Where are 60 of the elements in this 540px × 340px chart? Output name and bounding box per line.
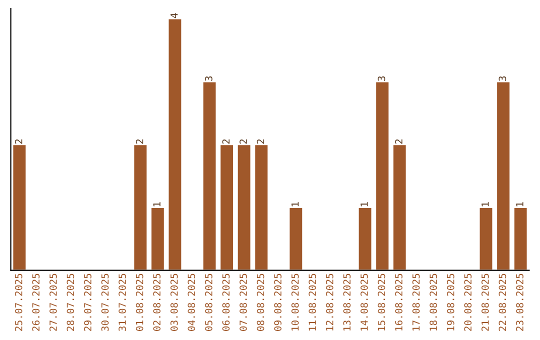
data-label: 1 [360,202,368,206]
bar [288,206,304,270]
bar [132,144,148,270]
bar [219,144,234,270]
data-label: 1 [482,202,489,206]
data-label: 2 [136,139,144,144]
data-label: 3 [205,76,212,81]
x-tick-label: 29.07.2025 [84,274,92,331]
data-label: 2 [256,139,264,144]
data-label: 2 [240,139,247,144]
bar [357,206,373,270]
x-tick-label: 06.08.2025 [222,274,230,331]
bar [392,144,408,270]
x-tick-label: 03.08.2025 [170,274,178,331]
bar [478,206,494,270]
data-label: 3 [498,76,506,81]
x-tick-label: 11.08.2025 [308,274,316,330]
x-tick-label: 01.08.2025 [136,274,144,331]
bar [202,80,218,270]
x-tick-label: 09.08.2025 [274,274,282,331]
data-label: 1 [153,202,160,206]
data-label: 2 [395,139,402,144]
x-tick-label: 22.08.2025 [498,274,506,331]
data-label: 1 [516,202,524,206]
bar [12,144,28,270]
x-tick-label: 08.08.2025 [256,274,264,331]
data-label: 3 [378,76,386,81]
bar [374,80,390,270]
data-label: 4 [170,13,178,18]
bar [512,206,528,270]
bar [167,18,183,270]
x-tick-label: 14.08.2025 [360,274,368,330]
bar [496,80,511,270]
x-tick-label: 12.08.2025 [326,274,334,330]
x-tick-label: 28.07.2025 [66,274,74,331]
x-tick-label: 04.08.2025 [188,274,196,331]
x-tick-label: 31.07.2025 [118,274,126,331]
x-tick-label: 23.08.2025 [516,274,524,331]
x-tick-label: 16.08.2025 [395,274,402,330]
x-tick-label: 15.08.2025 [378,274,386,330]
bar [254,144,269,270]
x-tick-label: 30.07.2025 [101,274,109,331]
x-tick-label: 10.08.2025 [291,274,299,330]
x-tick-label: 20.08.2025 [464,274,472,331]
x-tick-label: 18.08.2025 [430,274,438,330]
x-tick-label: 07.08.2025 [240,274,247,331]
x-tick-label: 13.08.2025 [343,274,351,330]
data-label: 2 [222,139,230,144]
x-tick-label: 17.08.2025 [412,274,420,330]
data-label: 2 [14,139,22,144]
x-tick-label: 21.08.2025 [481,274,489,331]
x-tick-label: 05.08.2025 [205,274,212,331]
x-tick-label: 26.07.2025 [32,274,40,331]
x-tick-label: 02.08.2025 [153,274,161,331]
x-tick-label: 19.08.2025 [446,274,454,330]
x-tick-label: 25.07.2025 [14,274,22,331]
bar [150,206,166,270]
data-label: 1 [292,202,299,206]
x-tick-label: 27.07.2025 [49,274,57,331]
bar [236,144,252,270]
